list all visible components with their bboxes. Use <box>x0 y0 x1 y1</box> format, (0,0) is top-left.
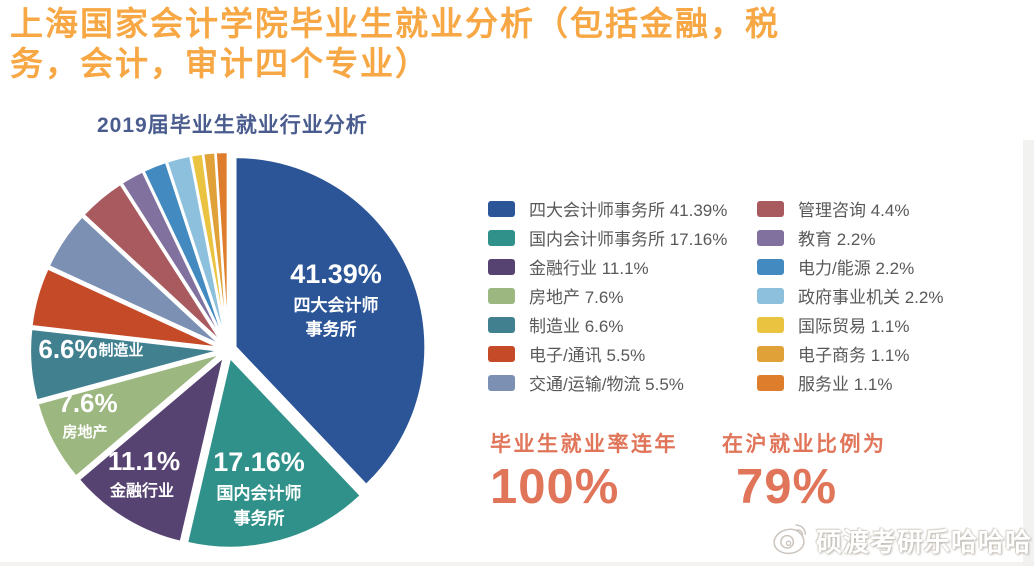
legend-label-service-industry: 服务业 1.1% <box>798 375 893 394</box>
shanghai-employment-value: 79% <box>736 460 838 514</box>
employment-rate-label: 毕业生就业率连年 <box>490 433 678 456</box>
legend-swatch-international-trade <box>757 316 784 333</box>
legend-label-electronics-telecom: 电子/通讯 5.5% <box>529 346 646 365</box>
legend-item-management-consulting: 管理咨询 4.4% <box>757 200 943 220</box>
legend-swatch-e-commerce <box>757 345 784 362</box>
legend-column-1: 四大会计师事务所 41.39% 国内会计师事务所 17.16% 金融行业 11.1%… <box>488 200 727 403</box>
legend-swatch-education <box>757 229 784 246</box>
legend-label-manufacturing: 制造业 6.6% <box>529 317 624 336</box>
shanghai-employment-label: 在沪就业比例为 <box>722 433 887 456</box>
pie-slice-label: 事务所 <box>234 508 285 528</box>
pie-slice-label: 事务所 <box>306 319 357 339</box>
pie-slice-label: 17.16% <box>213 447 305 477</box>
legend-item-power-energy: 电力/能源 2.2% <box>757 258 943 278</box>
legend-label-management-consulting: 管理咨询 4.4% <box>798 201 910 220</box>
legend-label-international-trade: 国际贸易 1.1% <box>798 317 910 336</box>
pie-slice-domestic-accounting-firms <box>185 355 363 549</box>
legend-item-transport-logistics: 交通/运输/物流 5.5% <box>488 374 727 394</box>
legend-label-transport-logistics: 交通/运输/物流 5.5% <box>529 375 684 394</box>
legend-swatch-government-institutions <box>757 287 784 304</box>
legend-swatch-manufacturing <box>488 316 515 333</box>
pie-slice-label: 四大会计师 <box>294 295 379 315</box>
legend-item-service-industry: 服务业 1.1% <box>757 374 943 394</box>
pie-slice-electronics-telecom <box>30 267 221 349</box>
pie-slice-management-consulting <box>81 182 224 345</box>
pie-slice-label: 6.6% <box>38 334 97 364</box>
legend-swatch-transport-logistics <box>488 374 515 391</box>
legend-swatch-big4-accounting-firms <box>488 200 515 217</box>
legend-item-electronics-telecom: 电子/通讯 5.5% <box>488 345 727 365</box>
legend-label-real-estate: 房地产 7.6% <box>529 288 624 307</box>
legend-swatch-real-estate <box>488 287 515 304</box>
pie-slice-label: 金融行业 <box>109 481 174 500</box>
legend-item-e-commerce: 电子商务 1.1% <box>757 345 943 365</box>
pie-chart: 41.39%四大会计师事务所17.16%国内会计师事务所11.1%金融行业7.6… <box>28 150 427 549</box>
legend-label-big4-accounting-firms: 四大会计师事务所 41.39% <box>529 201 728 220</box>
pie-slice-transport-logistics <box>47 214 223 347</box>
legend-item-international-trade: 国际贸易 1.1% <box>757 316 943 336</box>
chart-title: 2019届毕业生就业行业分析 <box>97 114 368 137</box>
legend-swatch-finance-industry <box>488 258 515 275</box>
legend-label-government-institutions: 政府事业机关 2.2% <box>798 288 944 307</box>
legend-swatch-electronics-telecom <box>488 345 515 362</box>
legend-item-education: 教育 2.2% <box>757 229 943 249</box>
legend-swatch-domestic-accounting-firms <box>488 229 515 246</box>
legend-label-power-energy: 电力/能源 2.2% <box>798 259 915 278</box>
pie-slice-label: 11.1% <box>108 446 180 476</box>
legend-column-2: 管理咨询 4.4% 教育 2.2% 电力/能源 2.2% 政府事业机关 2.2% 国际贸… <box>757 200 943 403</box>
legend-label-education: 教育 2.2% <box>798 230 876 249</box>
watermark: 硕渡考研乐哈哈哈 <box>769 517 1032 564</box>
page-edge-shade-bottom <box>0 562 1034 566</box>
legend-item-domestic-accounting-firms: 国内会计师事务所 17.16% <box>488 229 727 249</box>
pie-slice-finance-industry <box>77 353 226 544</box>
pie-slice-big4-accounting-firms <box>234 155 427 487</box>
employment-rate-stat: 毕业生就业率连年 100% <box>490 432 678 514</box>
legend-item-finance-industry: 金融行业 11.1% <box>488 258 727 278</box>
legend-label-domestic-accounting-firms: 国内会计师事务所 17.16% <box>529 230 728 249</box>
page-edge-shade-right <box>1023 140 1034 566</box>
legend-swatch-power-energy <box>757 258 784 275</box>
pie-slice-label: 房地产 <box>62 423 107 441</box>
legend-item-manufacturing: 制造业 6.6% <box>488 316 727 336</box>
pie-slice-manufacturing <box>28 327 221 402</box>
legend-label-finance-industry: 金融行业 11.1% <box>529 259 649 278</box>
shanghai-employment-stat: 在沪就业比例为 79% <box>722 432 887 514</box>
legend-item-real-estate: 房地产 7.6% <box>488 287 727 307</box>
legend-item-government-institutions: 政府事业机关 2.2% <box>757 287 943 307</box>
legend-swatch-service-industry <box>757 374 784 391</box>
weibo-icon <box>769 517 811 564</box>
pie-slice-real-estate <box>36 352 222 479</box>
pie-slice-label: 国内会计师 <box>217 483 302 503</box>
watermark-text: 硕渡考研乐哈哈哈 <box>815 527 1032 557</box>
pie-slice-label: 制造业 <box>98 341 143 359</box>
page-title: 上海国家会计学院毕业生就业分析（包括金融，税 务，会计，审计四个专业） <box>10 5 780 82</box>
legend-swatch-management-consulting <box>757 200 784 217</box>
legend-label-e-commerce: 电子商务 1.1% <box>798 346 910 365</box>
pie-slice-label: 7.6% <box>58 388 117 418</box>
employment-rate-value: 100% <box>490 460 620 514</box>
pie-slice-label: 41.39% <box>290 259 382 289</box>
pie-slice-service-industry <box>214 150 229 343</box>
legend-item-big4-accounting-firms: 四大会计师事务所 41.39% <box>488 200 727 220</box>
